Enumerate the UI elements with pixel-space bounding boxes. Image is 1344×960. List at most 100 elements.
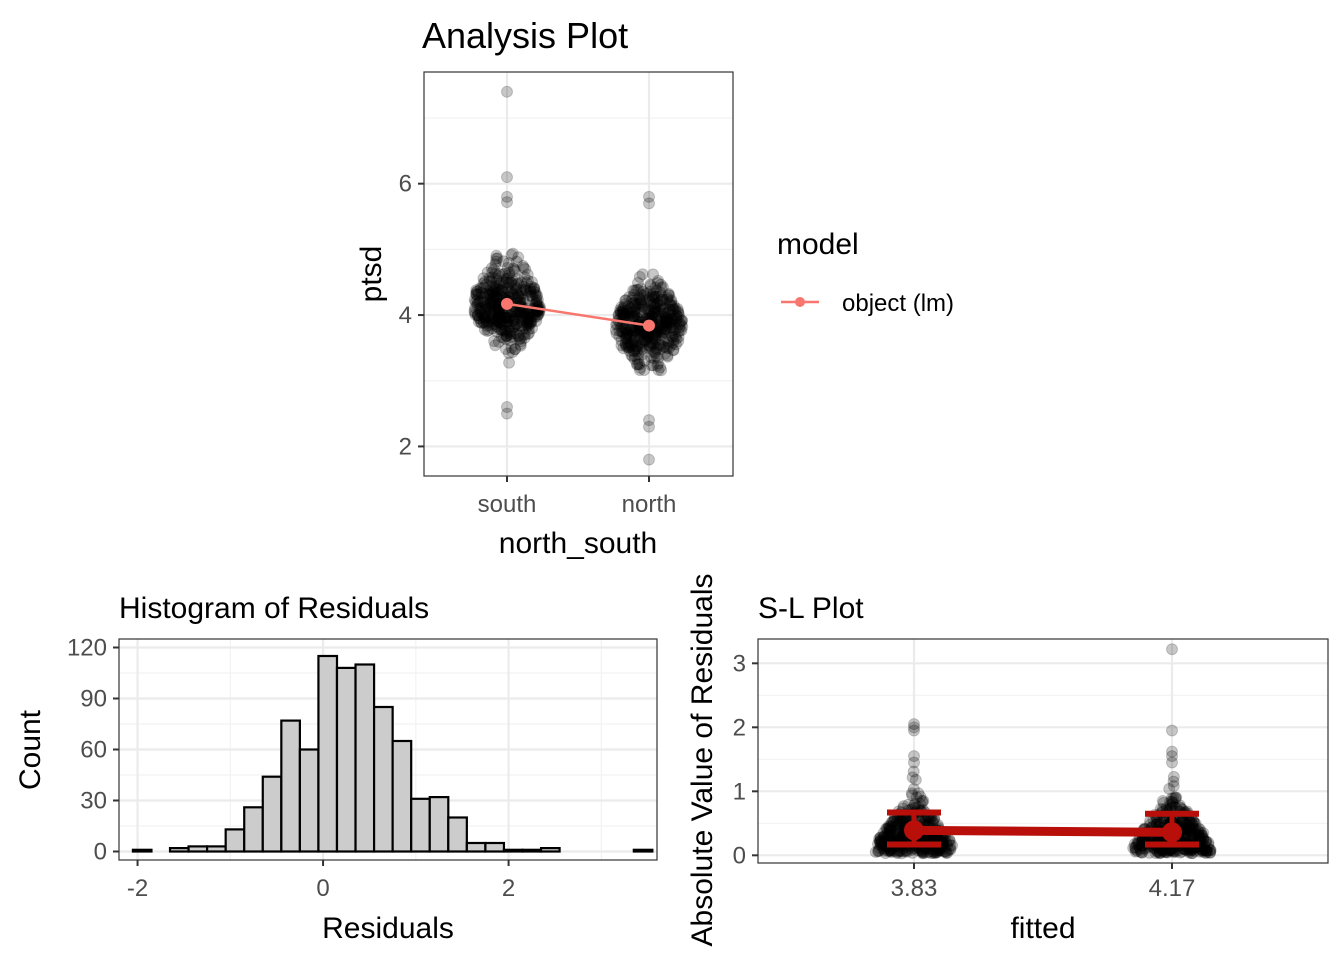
analysis-data-point	[500, 312, 511, 323]
analysis-data-point	[486, 280, 497, 291]
analysis-data-point	[666, 300, 677, 311]
histogram-x-tick-label: 0	[316, 875, 329, 902]
analysis-data-point	[477, 309, 488, 320]
sl-data-point	[1168, 781, 1179, 792]
histogram-x-tick-label: 2	[502, 875, 515, 902]
sl-data-point	[887, 816, 898, 827]
analysis-data-point	[502, 86, 513, 97]
sl-y-axis-title: Absolute Value of Residuals	[686, 573, 719, 946]
histogram-bar	[485, 843, 504, 852]
sl-plot: S-L Plot 01233.83 4.17 fitted Absolute Va…	[686, 573, 1328, 946]
sl-mean-line	[914, 830, 1172, 832]
histogram-bar	[430, 797, 449, 851]
histogram-y-tick-label: 0	[94, 839, 107, 866]
analysis-data-point	[644, 198, 655, 209]
sl-data-point	[947, 840, 958, 851]
analysis-data-point	[512, 274, 523, 285]
histogram-bar	[356, 665, 375, 852]
analysis-data-point	[632, 359, 643, 370]
analysis-data-point	[515, 333, 526, 344]
analysis-data-point	[502, 408, 513, 419]
analysis-data-point	[513, 291, 524, 302]
histogram-y-tick-label: 60	[80, 737, 107, 764]
sl-x-tick-label: 3.83	[891, 875, 938, 902]
analysis-plot: Analysis Plot 246south north north_south …	[355, 15, 954, 560]
histogram-bar	[189, 846, 208, 851]
analysis-data-point	[500, 344, 511, 355]
sl-data-point	[909, 757, 920, 768]
analysis-data-point	[676, 319, 687, 330]
analysis-data-point	[634, 271, 645, 282]
histogram-bar	[133, 850, 152, 852]
histogram-title: Histogram of Residuals	[119, 592, 429, 625]
histogram-bar	[448, 818, 467, 852]
analysis-data-point	[531, 316, 542, 327]
analysis-data-point	[623, 342, 634, 353]
sl-data-point	[1167, 757, 1178, 768]
analysis-model-point	[643, 320, 655, 332]
histogram-y-axis-title: Count	[14, 709, 47, 790]
analysis-data-point	[524, 283, 535, 294]
analysis-data-point	[648, 299, 659, 310]
histogram-bar	[523, 850, 542, 852]
sl-data-point	[879, 831, 890, 842]
histogram-bar	[337, 668, 356, 852]
histogram-bar	[467, 843, 486, 852]
analysis-data-point	[489, 336, 500, 347]
analysis-model-point	[501, 298, 513, 310]
histogram-bar	[318, 656, 337, 852]
analysis-data-point	[641, 288, 652, 299]
analysis-data-point	[491, 250, 502, 261]
analysis-data-point	[656, 282, 667, 293]
histogram-x-tick-label: -2	[127, 875, 148, 902]
analysis-plot-panel	[424, 72, 733, 476]
sl-data-point	[918, 848, 929, 859]
histogram-bar	[244, 807, 263, 851]
histogram-bar	[541, 848, 560, 851]
analysis-data-point	[630, 326, 641, 337]
analysis-y-tick-label: 4	[399, 302, 412, 329]
histogram-bar	[504, 850, 523, 852]
analysis-data-point	[502, 172, 513, 183]
histogram-bar	[207, 846, 226, 851]
sl-data-point	[1185, 828, 1196, 839]
analysis-data-point	[522, 269, 533, 280]
analysis-x-tick-label: north	[622, 491, 677, 518]
sl-data-point	[1205, 845, 1216, 856]
sl-data-point	[930, 848, 941, 859]
histogram-bar	[393, 741, 412, 852]
histogram-plot: Histogram of Residuals 0306090120-2 0 2 Re…	[14, 592, 657, 945]
analysis-x-tick-label: south	[478, 491, 537, 518]
histogram-bar	[634, 850, 653, 852]
sl-data-point	[909, 725, 920, 736]
sl-mean-point	[1162, 822, 1182, 842]
analysis-data-point	[472, 298, 483, 309]
histogram-x-axis-title: Residuals	[322, 912, 454, 945]
analysis-data-point	[626, 303, 637, 314]
analysis-x-axis-title: north_south	[499, 527, 657, 560]
sl-x-tick-label: 4.17	[1149, 875, 1196, 902]
sl-data-point	[1157, 795, 1168, 806]
legend-title: model	[777, 228, 859, 261]
analysis-data-point	[644, 454, 655, 465]
analysis-data-point	[507, 248, 518, 259]
analysis-plot-title: Analysis Plot	[422, 15, 628, 56]
histogram-bar	[263, 777, 282, 852]
sl-plot-title: S-L Plot	[758, 592, 864, 625]
analysis-data-point	[644, 421, 655, 432]
analysis-data-point	[504, 357, 515, 368]
histogram-y-tick-label: 30	[80, 788, 107, 815]
analysis-data-point	[503, 324, 514, 335]
legend-key-point	[795, 297, 805, 307]
legend-entry-label: object (lm)	[842, 290, 954, 317]
sl-y-tick-label: 3	[733, 650, 746, 677]
sl-y-tick-label: 0	[733, 842, 746, 869]
analysis-y-tick-label: 2	[399, 433, 412, 460]
sl-data-point	[1176, 846, 1187, 857]
sl-mean-point	[904, 820, 924, 840]
sl-y-tick-label: 2	[733, 714, 746, 741]
sl-y-tick-label: 1	[733, 778, 746, 805]
legend: model object (lm)	[777, 228, 954, 317]
analysis-data-point	[650, 330, 661, 341]
